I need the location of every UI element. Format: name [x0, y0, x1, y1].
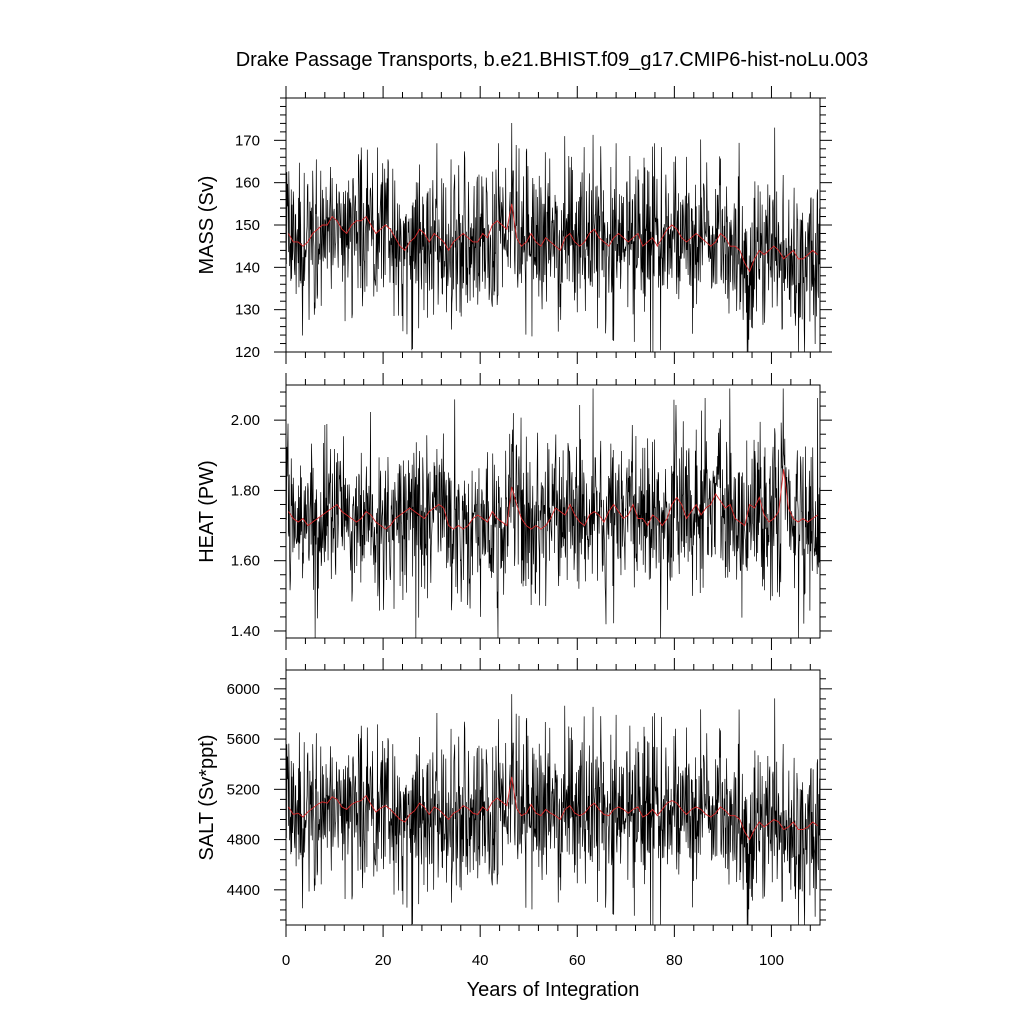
series-monthly-line — [286, 388, 820, 638]
chart-title: Drake Passage Transports, b.e21.BHIST.f0… — [236, 49, 869, 71]
y-tick-label: 160 — [235, 175, 260, 192]
series-annual-line — [288, 203, 818, 273]
y-tick-label: 2.00 — [231, 412, 260, 429]
panel-1: 120 130 140 150 160 170 MASS (Sv) — [196, 86, 832, 364]
series-monthly-line — [286, 122, 820, 352]
y-axis-label: HEAT (PW) — [196, 460, 218, 563]
y-tick-label: 140 — [235, 259, 260, 276]
panel-2: 1.40 1.60 1.80 2.00 HEAT (PW) — [196, 373, 832, 650]
x-tick-label: 20 — [375, 952, 392, 969]
y-tick-label: 4800 — [227, 832, 260, 849]
y-tick-label: 1.60 — [231, 553, 260, 570]
panels-group: 120 130 140 150 160 170 MASS (Sv) 1.40 1.60 1.80 2… — [196, 86, 832, 969]
plot-frame — [285, 669, 821, 926]
x-tick-label: 100 — [759, 952, 784, 969]
y-tick-label: 120 — [235, 344, 260, 361]
y-tick-label: 170 — [235, 132, 260, 149]
y-tick-label: 150 — [235, 217, 260, 234]
panel-3: 4400 4800 5200 5600 6000 SALT (Sv*ppt) 0 20 40 60… — [196, 658, 832, 969]
y-tick-label: 4400 — [227, 882, 260, 899]
x-axis-label: Years of Integration — [467, 979, 640, 1001]
x-tick-label: 80 — [666, 952, 683, 969]
series-annual-line — [288, 776, 818, 841]
x-tick-label: 60 — [569, 952, 586, 969]
x-tick-label: 40 — [472, 952, 489, 969]
series-annual-line — [288, 469, 818, 530]
y-axis-label: SALT (Sv*ppt) — [196, 735, 218, 861]
y-axis-label: MASS (Sv) — [196, 176, 218, 275]
series-monthly-line — [286, 694, 820, 925]
y-tick-label: 1.40 — [231, 623, 260, 640]
y-tick-label: 1.80 — [231, 482, 260, 499]
y-tick-label: 130 — [235, 302, 260, 319]
y-tick-label: 5600 — [227, 731, 260, 748]
x-tick-label: 0 — [282, 952, 290, 969]
plot-frame — [285, 384, 821, 639]
y-tick-label: 5200 — [227, 781, 260, 798]
y-tick-label: 6000 — [227, 681, 260, 698]
